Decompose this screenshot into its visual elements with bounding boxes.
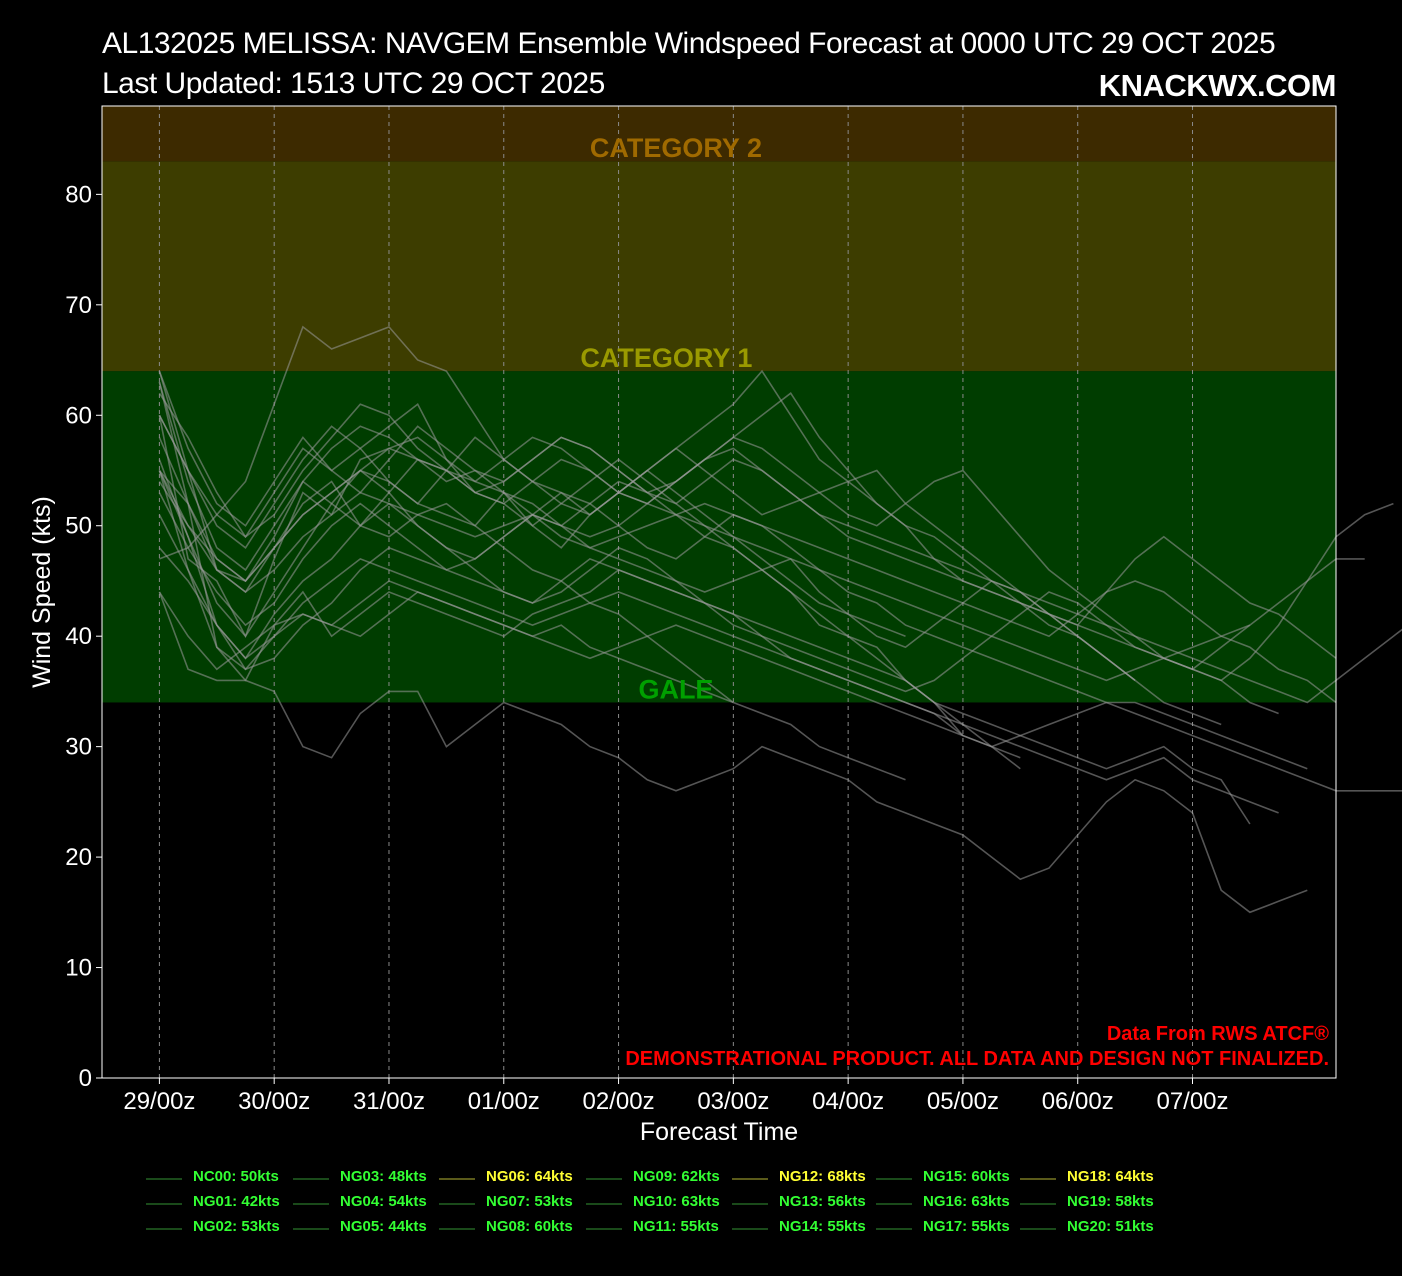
source-note: Data From RWS ATCF® [1107,1023,1329,1045]
legend-swatch [586,1228,622,1230]
band-category-1 [102,161,1336,372]
legend-label: NG08: 60kts [486,1218,573,1235]
legend-label: NG14: 55kts [779,1218,866,1235]
legend-swatch [293,1228,329,1230]
legend-label: NG17: 55kts [923,1218,1010,1235]
band-label: CATEGORY 2 [590,133,762,163]
legend-swatch [146,1228,182,1230]
legend-label: NG15: 60kts [923,1168,1010,1185]
band-label: GALE [638,674,713,704]
legend-label: NG05: 44kts [340,1218,427,1235]
series-line-ng14 [158,469,1402,792]
legend-swatch [586,1178,622,1180]
legend-label: NG04: 54kts [340,1193,427,1210]
x-tick-label: 06/00z [1042,1088,1114,1115]
legend-label: NG09: 62kts [633,1168,720,1185]
legend-swatch [732,1203,768,1205]
y-axis-label: Wind Speed (kts) [28,496,56,688]
legend-label: NG06: 64kts [486,1168,573,1185]
legend-label: NG13: 56kts [779,1193,866,1210]
legend-swatch [876,1203,912,1205]
x-tick-label: 02/00z [583,1088,655,1115]
x-tick-label: 04/00z [812,1088,884,1115]
chart-title: AL132025 MELISSA: NAVGEM Ensemble Windsp… [102,27,1276,60]
legend-swatch [146,1178,182,1180]
legend-swatch [146,1203,182,1205]
y-tick-label: 60 [65,402,92,429]
brand-logo: KNACKWX.COM [1098,68,1337,103]
legend-swatch [876,1228,912,1230]
legend-swatch [439,1178,475,1180]
legend-label: NG20: 51kts [1067,1218,1154,1235]
legend-swatch [1020,1228,1056,1230]
series-line-ng19 [158,436,1251,682]
y-tick-label: 0 [79,1065,92,1092]
plot-frame [101,105,1337,1079]
series-line-ng06 [158,369,1337,659]
band-label: CATEGORY 1 [580,343,752,373]
legend-label: NG18: 64kts [1067,1168,1154,1185]
series-line-nc00 [158,469,734,704]
legend-swatch [586,1203,622,1205]
last-updated: Last Updated: 1513 UTC 29 OCT 2025 [102,67,605,100]
x-tick-label: 07/00z [1156,1088,1228,1115]
y-tick-label: 70 [65,292,92,319]
y-tick-label: 20 [65,844,92,871]
legend-label: NG11: 55kts [633,1218,719,1235]
series-line-ng12 [159,325,906,637]
legend-label: NG03: 48kts [340,1168,427,1185]
chart-svg: GALE CATEGORY 1 CATEGORY 2 29/00z 30/00z 31/… [28,105,1402,1146]
legend-swatch [1020,1178,1056,1180]
y-tick-label: 80 [65,181,92,208]
legend-label: NG01: 42kts [193,1193,280,1210]
series-line-ng17 [158,470,1279,814]
series-line-ng08 [158,414,1222,726]
legend-swatch [439,1203,475,1205]
series-line-ng20 [158,514,1308,770]
x-axis-label: Forecast Time [640,1118,798,1146]
legend-label: NG02: 53kts [193,1218,280,1235]
y-tick-label: 50 [65,513,92,540]
y-tick-label: 40 [65,623,92,650]
legend-label: NG07: 53kts [486,1193,573,1210]
disclaimer-note: DEMONSTRATIONAL PRODUCT. ALL DATA AND DE… [625,1048,1329,1070]
legend-label: NG12: 68kts [779,1168,866,1185]
x-tick-label: 03/00z [697,1088,769,1115]
legend-label: NC00: 50kts [193,1168,279,1185]
x-tick-label: 31/00z [353,1088,425,1115]
legend-swatch [732,1178,768,1180]
legend-swatch [1020,1203,1056,1205]
y-tick-label: 30 [65,734,92,761]
legend-swatch [293,1203,329,1205]
band-category-2 [102,106,1336,162]
x-tick-label: 29/00z [123,1088,195,1115]
legend-swatch [732,1228,768,1230]
legend-swatch [876,1178,912,1180]
legend-label: NG10: 63kts [633,1193,720,1210]
series-line-ng13 [158,459,1279,715]
series-line-ng10 [158,381,1308,914]
x-tick-label: 05/00z [927,1088,999,1115]
legend-label: NG19: 58kts [1067,1193,1154,1210]
legend-label: NG16: 63kts [923,1193,1010,1210]
x-tick-label: 30/00z [238,1088,310,1115]
series-line-ng18 [158,370,1394,682]
legend-swatch [293,1178,329,1180]
legend-swatch [439,1228,475,1230]
y-tick-label: 10 [65,955,92,982]
x-tick-label: 01/00z [468,1088,540,1115]
